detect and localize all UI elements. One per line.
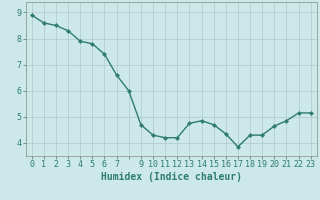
X-axis label: Humidex (Indice chaleur): Humidex (Indice chaleur) [101, 172, 242, 182]
